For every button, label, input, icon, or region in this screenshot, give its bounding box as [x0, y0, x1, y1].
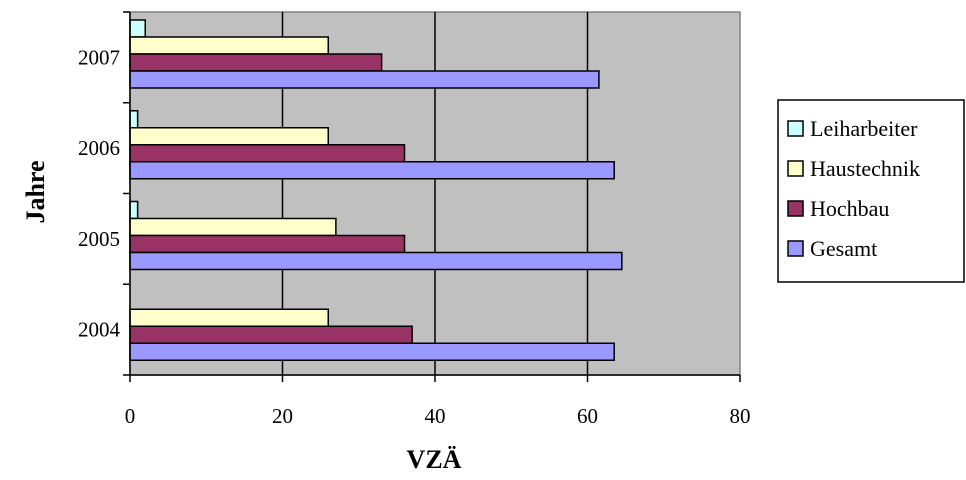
bar-hochbau-2006 [129, 144, 406, 163]
axes: 2004 2005 2006 2007 0 20 40 60 80 [78, 11, 751, 428]
y-axis-title: Jahre [21, 160, 50, 223]
bar-haustechnik-2004 [129, 308, 329, 327]
legend: Leiharbeiter Haustechnik Hochbau Gesamt [777, 99, 965, 283]
x-axis-title: VZÄ [407, 445, 462, 474]
plot-area [129, 11, 741, 376]
x-tick-label: 80 [730, 404, 751, 428]
bar-hochbau-2004 [129, 325, 413, 344]
x-tick-label: 20 [272, 404, 293, 428]
y-tick-label: 2007 [78, 45, 120, 69]
y-tick-label: 2005 [78, 227, 120, 251]
bar-haustechnik-2007 [129, 36, 329, 55]
x-tick-label: 60 [577, 404, 598, 428]
bar-haustechnik-2005 [129, 217, 337, 237]
legend-label-hochbau: Hochbau [810, 196, 889, 221]
legend-label-leiharbeiter: Leiharbeiter [810, 116, 918, 141]
legend-swatch-hochbau [787, 200, 804, 217]
bar-leiharbeiter-2007 [129, 19, 146, 38]
bar-hochbau-2007 [129, 53, 383, 72]
x-tick-label: 40 [425, 404, 446, 428]
legend-label-haustechnik: Haustechnik [810, 156, 920, 181]
bar-gesamt-2004 [129, 342, 615, 361]
y-tick-label: 2006 [78, 136, 120, 160]
legend-label-gesamt: Gesamt [810, 236, 877, 261]
legend-swatch-gesamt [787, 240, 804, 257]
y-tick-label: 2004 [78, 318, 121, 342]
bar-hochbau-2005 [129, 234, 406, 254]
bar-haustechnik-2006 [129, 127, 329, 146]
bar-leiharbeiter-2006 [129, 110, 139, 129]
x-tick-label: 0 [125, 404, 136, 428]
bar-gesamt-2006 [129, 161, 615, 180]
bar-gesamt-2005 [129, 251, 623, 271]
legend-swatch-haustechnik [787, 160, 804, 177]
bar-leiharbeiter-2005 [129, 200, 139, 220]
legend-box [777, 99, 965, 283]
bar-gesamt-2007 [129, 70, 600, 89]
legend-swatch-leiharbeiter [787, 120, 804, 137]
